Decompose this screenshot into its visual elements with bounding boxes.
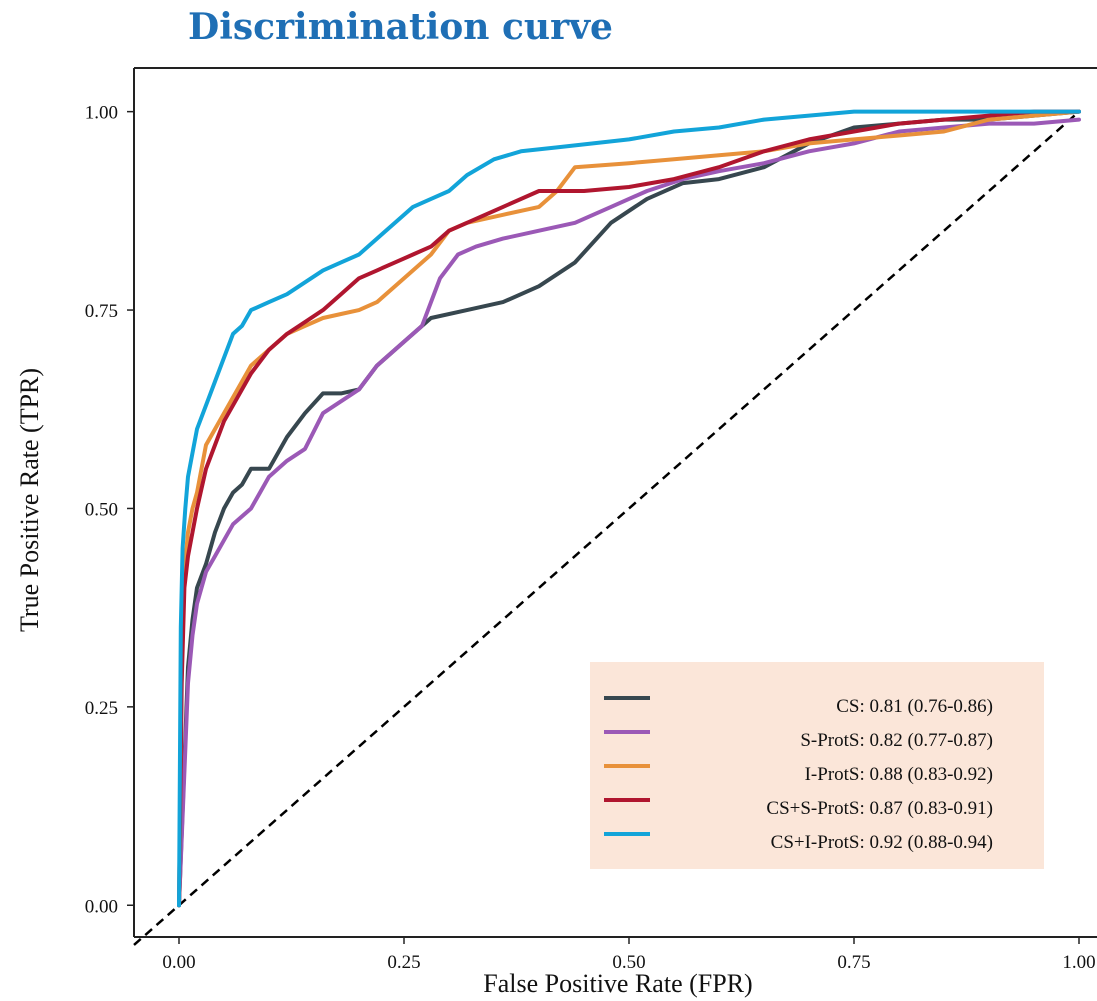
series-line-1 xyxy=(177,117,1081,908)
legend-label-0: CS: 0.81 (0.76-0.86) xyxy=(836,696,993,717)
y-axis-label: True Positive Rate (TPR) xyxy=(15,368,44,632)
y-tick-label-1: 0.25 xyxy=(85,698,118,719)
x-tick-label-1: 0.25 xyxy=(387,952,420,973)
x-axis-label: False Positive Rate (FPR) xyxy=(483,969,752,998)
legend: CS: 0.81 (0.76-0.86) S-ProtS: 0.82 (0.77-… xyxy=(590,662,1044,869)
x-tick-label-4: 1.00 xyxy=(1062,952,1095,973)
y-tick-label-2: 0.50 xyxy=(85,499,118,520)
legend-label-2: I-ProtS: 0.88 (0.83-0.92) xyxy=(805,764,993,785)
y-tick-label-0: 0.00 xyxy=(85,896,118,917)
chart-title: Discrimination curve xyxy=(188,6,613,48)
legend-label-4: CS+I-ProtS: 0.92 (0.88-0.94) xyxy=(771,832,993,853)
y-tick-label-4: 1.00 xyxy=(85,103,118,124)
series-line-3 xyxy=(177,109,1081,908)
x-tick-label-2: 0.50 xyxy=(612,952,645,973)
y-tick-label-3: 0.75 xyxy=(85,301,118,322)
series-line-4 xyxy=(177,109,1081,908)
axes: 0.00 0.25 0.50 0.75 1.00 0.00 0.25 0.50 0.75 1.00 xyxy=(85,67,1097,973)
legend-label-3: CS+S-ProtS: 0.87 (0.83-0.91) xyxy=(766,798,993,819)
plot-area xyxy=(133,109,1081,946)
x-tick-label-3: 0.75 xyxy=(837,952,870,973)
legend-label-1: S-ProtS: 0.82 (0.77-0.87) xyxy=(800,730,993,751)
legend-box xyxy=(590,662,1044,869)
x-tick-label-0: 0.00 xyxy=(162,952,195,973)
